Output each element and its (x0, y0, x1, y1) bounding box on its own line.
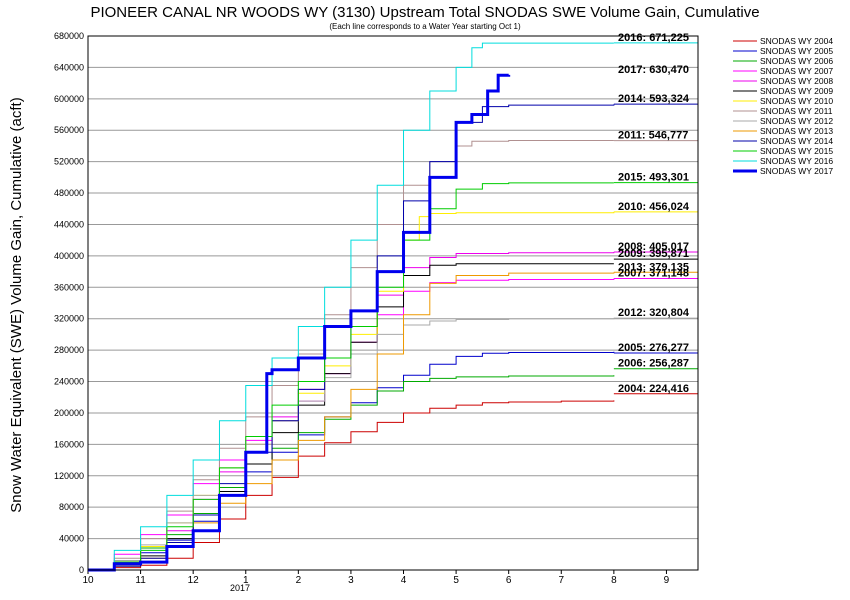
end-label: 2008: 405,017 (618, 241, 689, 253)
x-tick-label: 8 (611, 575, 617, 586)
y-tick-label: 520000 (54, 157, 84, 167)
legend-label: SNODAS WY 2004 (760, 36, 833, 46)
end-label: 2004: 224,416 (618, 383, 689, 395)
end-label: 2015: 493,301 (618, 172, 689, 184)
chart-title: PIONEER CANAL NR WOODS WY (3130) Upstrea… (90, 4, 759, 21)
y-tick-label: 480000 (54, 188, 84, 198)
legend-label: SNODAS WY 2012 (760, 116, 833, 126)
chart-subtitle: (Each line corresponds to a Water Year s… (329, 22, 521, 31)
y-tick-label: 0 (79, 565, 84, 575)
x-tick-label: 4 (401, 575, 407, 586)
y-tick-label: 160000 (54, 439, 84, 449)
x-tick-label: 6 (506, 575, 512, 586)
legend-label: SNODAS WY 2016 (760, 156, 833, 166)
x-year-label: 2017 (230, 583, 250, 593)
x-tick-label: 3 (348, 575, 354, 586)
x-tick-label: 1 (243, 575, 249, 586)
x-tick-label: 5 (453, 575, 459, 586)
end-label: 2016: 671,225 (618, 32, 689, 44)
end-label: 2011: 546,777 (618, 130, 688, 142)
y-tick-label: 600000 (54, 94, 84, 104)
plot-frame (87, 35, 699, 571)
legend-label: SNODAS WY 2008 (760, 76, 833, 86)
end-label: 2009: 395,871 (618, 248, 689, 260)
end-label: 2014: 593,324 (618, 93, 690, 105)
legend-label: SNODAS WY 2009 (760, 86, 833, 96)
y-tick-label: 280000 (54, 345, 84, 355)
x-tick-label: 2 (296, 575, 302, 586)
legend-label: SNODAS WY 2013 (760, 126, 833, 136)
x-tick-label: 9 (664, 575, 670, 586)
x-tick-labels: 10 11 12 1 2 3 4 5 6 7 8 9 (82, 570, 670, 586)
end-label: 2017: 630,470 (618, 64, 689, 76)
y-tick-label: 200000 (54, 408, 84, 418)
x-tick-label: 11 (135, 575, 146, 586)
y-tick-label: 560000 (54, 125, 84, 135)
y-tick-labels: 0 40000 80000 120000 160000 200000 240000 28000… (54, 31, 84, 575)
legend-label: SNODAS WY 2005 (760, 46, 833, 56)
series-line-snodas-wy-2017 (88, 73, 511, 572)
y-tick-label: 40000 (59, 534, 84, 544)
y-tick-label: 440000 (54, 219, 84, 229)
legend-label: SNODAS WY 2015 (760, 146, 833, 156)
y-tick-label: 240000 (54, 377, 84, 387)
y-tick-label: 80000 (59, 502, 84, 512)
legend-label: SNODAS WY 2017 (760, 166, 833, 176)
end-label: 2006: 256,287 (618, 358, 689, 370)
gridlines (88, 35, 698, 571)
end-label: 2012: 320,804 (618, 307, 690, 319)
legend-label: SNODAS WY 2011 (760, 106, 833, 116)
end-label: 2005: 276,277 (618, 342, 689, 354)
y-tick-label: 320000 (54, 314, 84, 324)
end-label: 2007: 371,148 (618, 268, 689, 280)
y-axis-label: Snow Water Equivalent (SWE) Volume Gain,… (8, 97, 25, 512)
legend-label: SNODAS WY 2006 (760, 56, 833, 66)
end-labels: 2004: 224,416 2005: 276,277 2006: 256,287 2… (618, 32, 690, 395)
series-line-snodas-wy-2015 (88, 182, 614, 571)
legend-label: SNODAS WY 2007 (760, 66, 833, 76)
x-tick-label: 7 (558, 575, 564, 586)
x-tick-label: 10 (82, 575, 94, 586)
legend-label: SNODAS WY 2010 (760, 96, 833, 106)
y-tick-label: 680000 (54, 31, 84, 41)
y-tick-label: 400000 (54, 251, 84, 261)
end-label: 2013: 379,135 (618, 261, 689, 273)
y-tick-label: 640000 (54, 62, 84, 72)
end-label: 2010: 456,024 (618, 201, 690, 213)
y-tick-label: 360000 (54, 282, 84, 292)
legend-label: SNODAS WY 2014 (760, 136, 833, 146)
y-tick-label: 120000 (54, 471, 84, 481)
series-lines (88, 42, 698, 572)
x-tick-label: 12 (188, 575, 200, 586)
